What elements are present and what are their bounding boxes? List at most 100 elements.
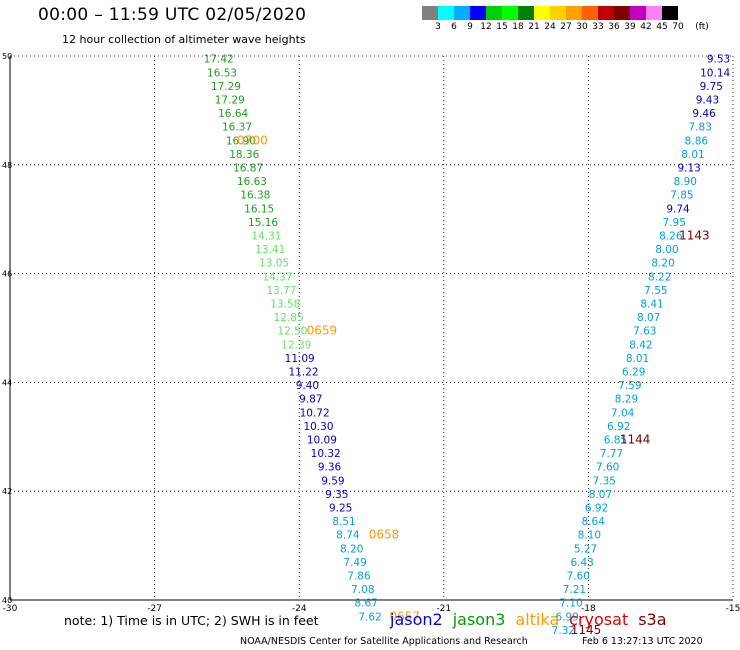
satellite-label-jason3: jason3 <box>452 610 506 629</box>
wave-height-value: 8.42 <box>629 339 652 351</box>
wave-height-value: 7.95 <box>663 217 686 229</box>
pass-time-label: 1144 <box>620 433 651 447</box>
legend-label: 15 <box>496 22 508 32</box>
wave-height-value: 7.85 <box>670 190 693 202</box>
axes: -30 -27 -24 -21 -18 -15 40 42 44 46 48 50 <box>2 52 740 614</box>
wave-height-value: 8.01 <box>626 353 649 365</box>
wave-height-value: 10.30 <box>303 421 333 433</box>
satellite-legend: jason2 jason3 altika cryosat s3a <box>390 610 677 629</box>
pass-time-label: 0700 <box>237 133 268 147</box>
wave-height-value: 16.63 <box>237 176 267 188</box>
wave-height-value: 12.50 <box>277 326 307 338</box>
wave-height-value: 7.77 <box>600 448 623 460</box>
y-tick-label: 40 <box>2 596 12 605</box>
wave-height-value: 12.39 <box>281 339 311 351</box>
legend-label: 42 <box>640 22 652 32</box>
wave-height-value: 16.90 <box>226 135 256 147</box>
wave-height-value: 10.32 <box>311 448 341 460</box>
wave-height-value: 9.75 <box>700 81 723 93</box>
wave-height-value: 6.43 <box>570 557 593 569</box>
wave-height-value: 17.29 <box>211 81 241 93</box>
chart-title: 00:00 – 11:59 UTC 02/05/2020 <box>38 5 307 25</box>
satellite-label-jason2: jason2 <box>390 610 443 629</box>
generation-timestamp: Feb 6 13:27:13 UTC 2020 <box>582 636 703 647</box>
wave-height-value: 9.36 <box>318 462 342 474</box>
wave-height-value: 6.92 <box>607 421 630 433</box>
wave-height-value: 16.53 <box>207 67 237 79</box>
wave-height-value: 16.64 <box>218 108 248 120</box>
wave-height-value: 8.41 <box>640 299 663 311</box>
legend-swatch <box>614 6 630 20</box>
legend-unit: (ft) <box>695 22 709 32</box>
legend-swatch <box>598 6 614 20</box>
legend-swatch <box>582 6 598 20</box>
legend-swatch <box>438 6 454 20</box>
pass-time-label: 0659 <box>307 324 338 338</box>
wave-height-value: 13.77 <box>266 285 296 297</box>
legend-swatch <box>550 6 566 20</box>
satellite-label-cryosat: cryosat <box>569 610 629 629</box>
wave-height-value: 7.63 <box>633 326 656 338</box>
wave-height-value: 9.74 <box>666 203 690 215</box>
legend-swatch <box>630 6 646 20</box>
legend-label: 27 <box>560 22 572 32</box>
wave-height-value: 8.74 <box>336 530 360 542</box>
legend-label: 33 <box>592 22 604 32</box>
wave-height-value: 16.87 <box>233 163 263 175</box>
pass-time-label: 1143 <box>679 229 710 243</box>
footer-note: note: 1) Time is in UTC; 2) SWH is in fe… <box>64 613 319 628</box>
wave-height-value: 7.86 <box>347 571 371 583</box>
wave-height-value: 7.55 <box>644 285 667 297</box>
legend-label: 6 <box>451 22 457 32</box>
wave-height-value: 7.49 <box>343 557 366 569</box>
wave-height-value: 7.08 <box>351 584 374 596</box>
wave-height-value: 9.43 <box>696 95 719 107</box>
wave-height-value: 8.86 <box>685 135 709 147</box>
wave-height-value: 6.99 <box>555 611 578 623</box>
wave-height-value: 11.22 <box>289 367 319 379</box>
wave-height-value: 7.04 <box>611 407 635 419</box>
wave-height-value: 7.10 <box>559 598 582 610</box>
wave-height-value: 8.07 <box>589 489 612 501</box>
x-tick-label: -30 <box>3 604 18 614</box>
legend-label: 24 <box>544 22 556 32</box>
wave-height-value: 9.13 <box>677 163 700 175</box>
wave-height-value: 17.29 <box>215 95 245 107</box>
legend-label: 36 <box>608 22 620 32</box>
y-tick-label: 50 <box>2 52 12 61</box>
wave-height-value: 14.31 <box>251 231 281 243</box>
wave-height-value: 8.00 <box>655 244 678 256</box>
legend-swatch <box>502 6 518 20</box>
y-tick-label: 48 <box>2 161 12 170</box>
legend-swatch <box>534 6 550 20</box>
wave-height-value: 8.20 <box>340 543 363 555</box>
wave-height-value: 8.29 <box>615 394 638 406</box>
legend-label: 12 <box>480 22 492 32</box>
y-tick-label: 44 <box>2 378 12 387</box>
wave-height-value: 15.16 <box>248 217 278 229</box>
x-tick-label: -15 <box>726 604 740 614</box>
legend-label: 9 <box>467 22 473 32</box>
wave-height-value: 6.92 <box>585 503 608 515</box>
wave-height-value: 8.90 <box>674 176 697 188</box>
wave-height-value: 7.35 <box>593 475 616 487</box>
pass-time-label: 0658 <box>369 528 400 542</box>
legend-swatch <box>518 6 534 20</box>
wave-height-value: 9.53 <box>707 54 730 66</box>
satellite-label-altika: altika <box>515 610 560 629</box>
legend-label: 3 <box>435 22 441 32</box>
satellite-label-s3a: s3a <box>638 610 667 629</box>
wave-height-value: 17.42 <box>204 54 234 66</box>
color-scale-legend <box>422 6 678 20</box>
y-tick-label: 42 <box>2 487 12 496</box>
wave-height-value: 13.05 <box>259 258 289 270</box>
legend-label: 30 <box>576 22 588 32</box>
wave-height-value: 9.25 <box>329 503 352 515</box>
wave-height-value: 7.62 <box>358 611 381 623</box>
x-tick-label: -18 <box>581 604 596 614</box>
wave-height-value: 10.72 <box>300 407 330 419</box>
wave-height-value: 8.67 <box>355 598 378 610</box>
wave-height-value: 9.87 <box>299 394 322 406</box>
wave-height-value: 11.09 <box>285 353 315 365</box>
x-tick-label: -21 <box>436 604 451 614</box>
